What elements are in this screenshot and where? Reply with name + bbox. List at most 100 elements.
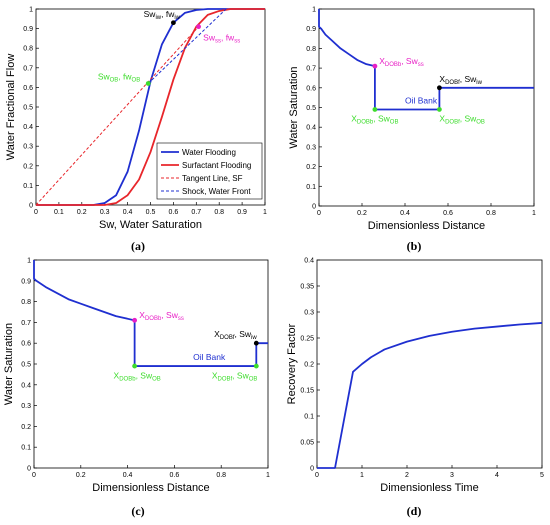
y-tick-label: 1 (29, 7, 33, 14)
series-line-shock-water-front (147, 8, 227, 84)
y-tick-label: 0.1 (304, 414, 314, 421)
point-label: Swss, fwss (203, 32, 240, 44)
y-tick-label: 0.1 (21, 445, 31, 452)
y-tick-label: 0.2 (23, 163, 33, 170)
y-tick-label: 0.6 (306, 85, 316, 92)
chart-c: 0 0.2 0.4 0.6 0.8 1 0 0.1 0.2 0.3 0.4 0.5 0.6 0.7 0.8 0… (3, 258, 270, 519)
y-tick-label: 0.9 (21, 278, 31, 285)
annotation-oil-bank: Oil Bank (405, 96, 438, 106)
x-tick-label: 0.9 (237, 209, 247, 216)
series-line-water-flooding (36, 8, 265, 206)
legend-entry: Surfactant Flooding (182, 161, 251, 170)
y-tick-label: 0.15 (300, 388, 314, 395)
panel-caption: (b) (407, 239, 422, 253)
chart-b: 0 0.2 0.4 0.6 0.8 1 0 0.1 0.2 0.3 0.4 0.5 0.6 0.7 0.8 0… (288, 7, 536, 254)
x-tick-label: 0.2 (77, 209, 87, 216)
marker-point (437, 107, 442, 112)
y-tick-label: 0.5 (21, 362, 31, 369)
y-tick-label: 0 (312, 204, 316, 211)
x-tick-label: 0 (32, 472, 36, 479)
point-label: Swiw, fwiw (144, 9, 181, 21)
x-tick-label: 0 (317, 210, 321, 217)
x-tick-label: 1 (360, 472, 364, 479)
y-axis-label: Water Fractional Flow (5, 54, 17, 161)
x-tick-label: 0.5 (146, 209, 156, 216)
series-line-surfactant-flooding (36, 8, 265, 206)
x-tick-label: 0.4 (400, 210, 410, 217)
legend-entry: Water Flooding (182, 148, 236, 157)
point-label: SwOB, fwOB (98, 72, 140, 84)
marker-point (145, 81, 151, 86)
y-tick-label: 0.4 (21, 382, 31, 389)
y-tick-label: 0.1 (306, 184, 316, 191)
y-tick-label: 0.35 (300, 284, 314, 291)
y-tick-label: 1 (312, 7, 316, 14)
annotation-oil-bank: Oil Bank (193, 352, 226, 362)
y-tick-label: 0.4 (304, 258, 314, 265)
point-label: XDOBf, Swiw (439, 74, 482, 86)
y-tick-label: 0.3 (304, 310, 314, 317)
x-tick-label: 0.6 (170, 472, 180, 479)
x-tick-label: 0.7 (191, 209, 201, 216)
y-tick-label: 0.6 (21, 341, 31, 348)
y-tick-label: 0.7 (306, 66, 316, 73)
y-axis-label: Recovery Factor (286, 323, 298, 404)
legend-entry: Shock, Water Front (182, 187, 251, 196)
series-line-0 (318, 9, 534, 111)
y-tick-label: 0.3 (306, 144, 316, 151)
y-tick-label: 0.25 (300, 336, 314, 343)
x-tick-label: 2 (405, 472, 409, 479)
point-label: XDOBb, SwOB (351, 113, 398, 125)
panel-caption: (d) (407, 504, 422, 518)
y-tick-label: 0.6 (23, 85, 33, 92)
panel-caption: (c) (131, 504, 144, 518)
x-tick-label: 0.3 (100, 209, 110, 216)
x-tick-label: 1 (266, 472, 270, 479)
point-label: XDOBf, Swiw (214, 329, 257, 341)
plot-frame (316, 259, 543, 469)
marker-point (171, 20, 176, 26)
x-axis-label: Dimensionless Distance (368, 220, 485, 232)
y-tick-label: 0.8 (21, 299, 31, 306)
x-tick-label: 0.6 (169, 209, 179, 216)
x-tick-label: 0.8 (216, 472, 226, 479)
y-tick-label: 0.9 (23, 26, 33, 33)
series-line-tangent-line-sf (35, 26, 199, 206)
series-line-0 (33, 260, 268, 367)
x-tick-label: 0.2 (357, 210, 367, 217)
y-tick-label: 0.1 (23, 183, 33, 190)
chart-d: 0 1 2 3 4 5 0 0.05 0.1 0.15 0.2 0.25 0.3 0.35 0.4 Dimen… (286, 258, 544, 519)
y-tick-label: 0.8 (23, 46, 33, 53)
point-label: XDOBf, SwOB (439, 113, 485, 125)
marker-point (132, 363, 138, 369)
y-tick-label: 0.7 (23, 65, 33, 72)
x-tick-label: 0.4 (123, 472, 133, 479)
x-tick-label: 0.8 (486, 210, 496, 217)
x-tick-label: 5 (540, 472, 544, 479)
marker-point (372, 107, 378, 112)
x-tick-label: 0.1 (54, 209, 64, 216)
y-tick-label: 0.7 (21, 320, 31, 327)
y-tick-label: 0 (27, 466, 31, 473)
point-label: XDOBb, SwOB (114, 371, 161, 383)
x-tick-label: 3 (450, 472, 454, 479)
y-tick-label: 0.5 (306, 105, 316, 112)
y-axis-label: Water Saturation (3, 323, 15, 405)
x-tick-label: 1 (532, 210, 536, 217)
y-tick-label: 0.2 (306, 164, 316, 171)
y-tick-label: 0 (29, 203, 33, 210)
x-tick-label: 0.6 (443, 210, 453, 217)
marker-point (437, 85, 442, 91)
point-label: XDOBb, Swss (379, 56, 424, 68)
x-tick-label: 4 (495, 472, 499, 479)
marker-point (253, 363, 259, 369)
plot-frame (33, 259, 269, 469)
marker-point (196, 24, 201, 30)
y-tick-label: 0 (310, 466, 314, 473)
marker-point (372, 63, 378, 69)
x-axis-label: Dimensionless Time (380, 482, 478, 494)
x-tick-label: 0.2 (76, 472, 86, 479)
y-tick-label: 0.9 (306, 26, 316, 33)
x-tick-label: 0 (315, 472, 319, 479)
y-tick-label: 0.2 (304, 362, 314, 369)
